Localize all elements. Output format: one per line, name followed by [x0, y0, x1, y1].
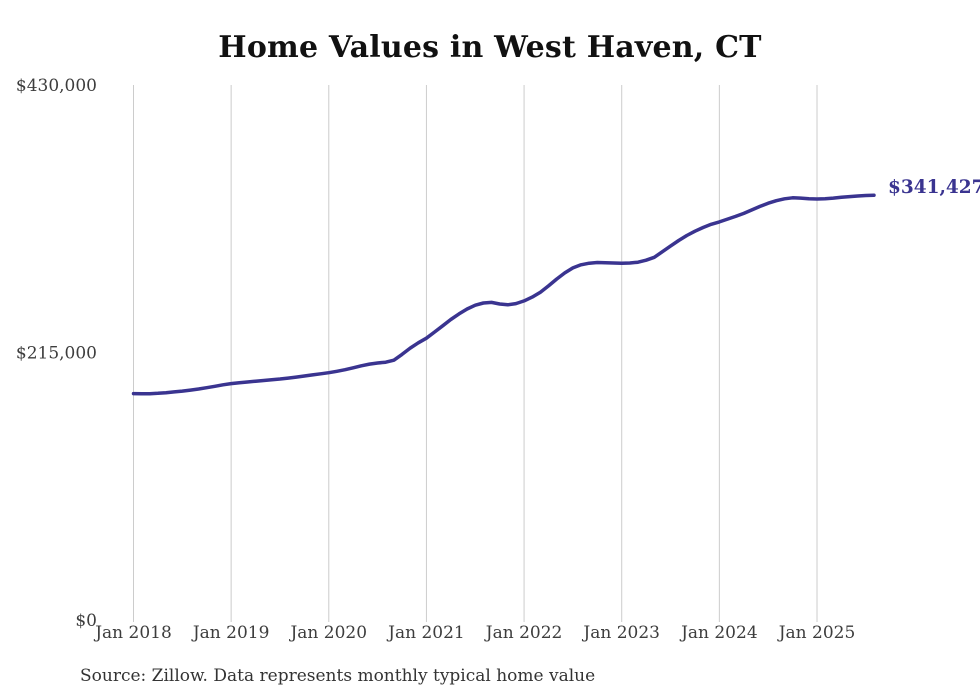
- x-axis-tick-label: Jan 2019: [191, 623, 270, 643]
- chart-title: Home Values in West Haven, CT: [218, 30, 762, 65]
- x-axis-tick-label: Jan 2024: [679, 623, 758, 643]
- x-axis-tick-label: Jan 2021: [386, 623, 465, 643]
- x-axis-tick-label: Jan 2025: [777, 623, 856, 643]
- x-axis-tick-label: Jan 2023: [581, 623, 660, 643]
- x-axis-tick-label: Jan 2022: [484, 623, 563, 643]
- home-value-line: [131, 193, 876, 396]
- x-axis-tick-label: Jan 2018: [93, 623, 172, 643]
- y-axis-tick-label: $430,000: [16, 76, 97, 96]
- source-note: Source: Zillow. Data represents monthly …: [80, 666, 596, 686]
- y-axis-tick-label: $215,000: [16, 344, 97, 364]
- y-axis-tick-label: $0: [75, 611, 97, 631]
- x-axis-tick-label: Jan 2020: [288, 623, 367, 643]
- end-value-label: $341,427: [888, 177, 980, 198]
